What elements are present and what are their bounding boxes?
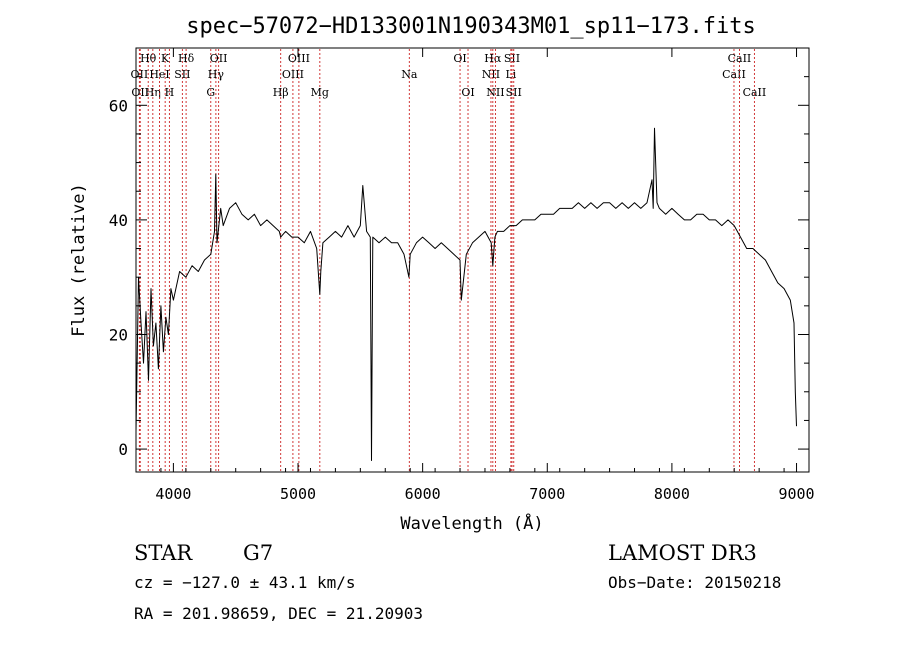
line-marker-label: SII bbox=[174, 68, 190, 81]
chart-title: spec−57072−HD133001N190343M01_sp11−173.f… bbox=[186, 14, 756, 39]
x-tick-label: 8000 bbox=[654, 485, 690, 503]
x-tick-label: 4000 bbox=[155, 485, 191, 503]
line-marker-label: OI bbox=[461, 86, 474, 99]
y-tick-label: 20 bbox=[109, 325, 128, 344]
line-marker-label: OII bbox=[210, 52, 228, 65]
line-marker-label: Hβ bbox=[273, 86, 289, 99]
observation-date: Obs−Date: 20150218 bbox=[608, 573, 781, 592]
survey-release: LAMOST DR3 bbox=[608, 541, 757, 565]
line-marker-label: Na bbox=[401, 68, 418, 81]
line-marker-label: SII bbox=[506, 86, 522, 99]
line-marker-label: Hδ bbox=[178, 52, 195, 65]
line-marker-label: CaII bbox=[743, 86, 767, 99]
line-marker-label: NII bbox=[482, 68, 500, 81]
spectrum-series bbox=[135, 127, 797, 461]
line-marker-label: G bbox=[206, 86, 215, 99]
line-marker-label: Hη bbox=[145, 86, 161, 99]
x-tick-label: 9000 bbox=[778, 485, 814, 503]
y-tick-label: 0 bbox=[118, 440, 128, 459]
line-marker-label: OIII bbox=[282, 68, 304, 81]
line-marker-label: CaII bbox=[728, 52, 752, 65]
line-marker-label: CaII bbox=[722, 68, 746, 81]
line-marker-label: OII bbox=[131, 68, 149, 81]
emission-line-markers: OIIOIIHθHηHeIKHSIIHδGHγOIIHβOIIIOIIIMgNa… bbox=[131, 49, 767, 471]
line-marker-label: H bbox=[165, 86, 175, 99]
plot-frame bbox=[135, 47, 810, 473]
line-marker-label: SII bbox=[504, 52, 520, 65]
x-tick-label: 5000 bbox=[280, 485, 316, 503]
y-tick-label: 40 bbox=[109, 211, 128, 230]
sky-coordinates: RA = 201.98659, DEC = 21.20903 bbox=[134, 604, 423, 623]
line-marker-label: OIII bbox=[288, 52, 310, 65]
object-class: STAR bbox=[134, 541, 193, 565]
x-tick-label: 6000 bbox=[405, 485, 441, 503]
line-marker-label: Mg bbox=[311, 86, 329, 99]
redshift-velocity: cz = −127.0 ± 43.1 km/s bbox=[134, 573, 356, 592]
line-marker-label: OI bbox=[453, 52, 466, 65]
line-marker-label: HeI bbox=[149, 68, 169, 81]
y-tick-label: 60 bbox=[109, 96, 128, 115]
line-marker-label: Li bbox=[505, 68, 516, 81]
line-marker-label: K bbox=[161, 52, 170, 65]
axes: 4000 5000 6000 7000 8000 9000 0 20 40 60 bbox=[109, 48, 815, 503]
line-marker-label: NII bbox=[486, 86, 504, 99]
line-marker-label: Hθ bbox=[140, 52, 157, 65]
y-axis-label: Flux (relative) bbox=[69, 183, 89, 337]
line-marker-label: Hγ bbox=[208, 68, 225, 81]
line-marker-label: Hα bbox=[484, 52, 502, 65]
object-subclass: G7 bbox=[243, 541, 273, 565]
spectrum-line-0 bbox=[135, 127, 797, 461]
x-axis-label: Wavelength (Å) bbox=[400, 512, 543, 534]
x-tick-label: 7000 bbox=[529, 485, 565, 503]
